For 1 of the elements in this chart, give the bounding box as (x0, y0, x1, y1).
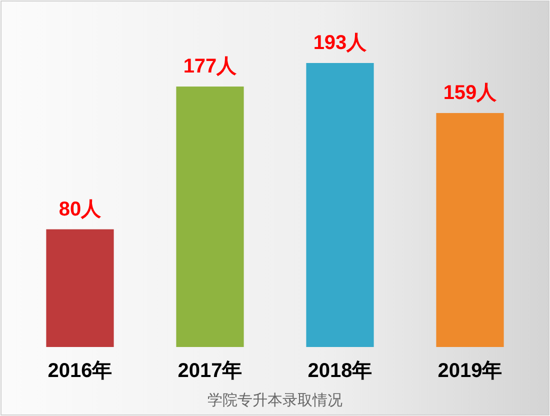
title: 学院专升本录取情况 (208, 392, 342, 409)
